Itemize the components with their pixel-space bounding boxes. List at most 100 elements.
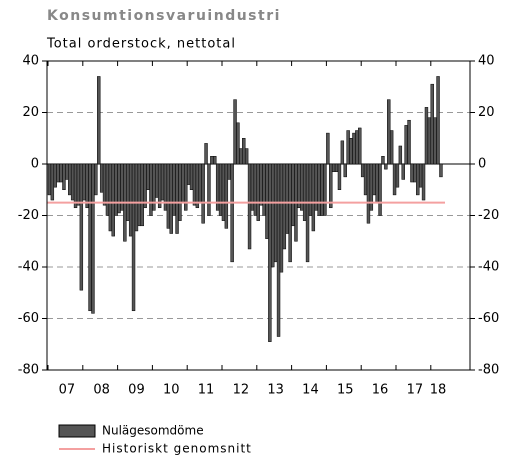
bar xyxy=(387,99,391,165)
bar xyxy=(273,163,278,263)
bar xyxy=(137,163,142,227)
bar xyxy=(360,163,365,178)
bar xyxy=(381,156,385,165)
bar xyxy=(68,163,72,196)
bar xyxy=(56,163,60,183)
bar xyxy=(82,163,86,201)
bar xyxy=(91,163,95,314)
bar xyxy=(288,163,292,263)
bar xyxy=(102,163,107,206)
x-tick-label: 16 xyxy=(372,383,389,398)
bar xyxy=(76,163,81,206)
bar xyxy=(224,163,229,229)
x-tick-label: 11 xyxy=(198,383,215,398)
bar xyxy=(181,163,185,203)
bar xyxy=(131,163,136,312)
bar xyxy=(285,163,289,234)
bar xyxy=(172,163,176,216)
bar xyxy=(192,163,197,206)
bar xyxy=(427,117,432,165)
bar xyxy=(256,163,260,221)
bar xyxy=(186,163,191,185)
bar xyxy=(346,130,350,165)
bar xyxy=(230,163,234,263)
bar xyxy=(189,163,194,190)
y-tick-label: -20 xyxy=(18,208,39,223)
bar xyxy=(70,163,75,201)
bar xyxy=(146,163,150,190)
bar xyxy=(372,163,376,196)
bar xyxy=(99,163,104,193)
bar xyxy=(416,163,420,196)
bar xyxy=(242,138,246,165)
bar xyxy=(276,163,281,337)
y2-tick-label: 0 xyxy=(478,157,486,172)
bar xyxy=(53,163,57,188)
bar xyxy=(413,163,417,183)
bar xyxy=(433,117,437,165)
bar xyxy=(398,145,403,165)
x-tick-label: 08 xyxy=(93,383,110,398)
bar xyxy=(401,163,405,180)
y2-tick-label: -80 xyxy=(478,363,499,378)
bar xyxy=(384,163,388,170)
bar xyxy=(184,163,188,211)
bar xyxy=(201,163,205,224)
bar xyxy=(175,163,179,234)
x-tick-label: 12 xyxy=(233,383,250,398)
bar xyxy=(160,163,165,201)
x-tick-label: 17 xyxy=(407,383,424,398)
bar xyxy=(88,163,92,312)
bar xyxy=(239,148,243,165)
bar xyxy=(349,138,353,165)
bar xyxy=(308,163,313,216)
bar xyxy=(317,163,321,216)
bar xyxy=(358,127,362,165)
bar xyxy=(389,130,394,165)
bar xyxy=(355,130,359,165)
bar xyxy=(218,163,223,216)
bar xyxy=(418,163,423,188)
bar xyxy=(178,163,182,221)
bar xyxy=(169,163,173,234)
bar xyxy=(166,163,171,229)
bar xyxy=(279,163,284,273)
x-tick-label: 07 xyxy=(59,383,76,398)
bar xyxy=(213,156,217,165)
bar xyxy=(94,163,98,196)
bar xyxy=(227,163,231,180)
bar xyxy=(210,156,214,165)
x-tick-label: 18 xyxy=(430,383,447,398)
bar xyxy=(259,163,263,206)
bar xyxy=(329,163,333,209)
bar xyxy=(117,163,121,214)
bar xyxy=(207,163,211,216)
chart-title: Konsumtionsvaruindustri xyxy=(47,8,281,24)
y-tick-label: 40 xyxy=(22,54,39,69)
bar xyxy=(65,163,69,180)
bar xyxy=(85,163,89,209)
bar xyxy=(50,163,55,201)
bar xyxy=(404,125,408,165)
bar xyxy=(320,163,324,216)
bar xyxy=(134,163,139,232)
bar xyxy=(430,83,434,165)
bar xyxy=(424,107,429,165)
legend-label: Historiskt genomsnitt xyxy=(102,442,252,456)
bar xyxy=(366,163,371,224)
bar xyxy=(343,163,347,178)
bar xyxy=(291,163,295,227)
y2-tick-label: -40 xyxy=(478,260,499,275)
bar xyxy=(247,163,252,250)
bar xyxy=(105,163,110,216)
bar xyxy=(297,163,301,209)
bar xyxy=(265,163,269,239)
bar xyxy=(305,163,310,263)
y-tick-label: 0 xyxy=(31,157,39,172)
bar xyxy=(128,163,133,237)
bar xyxy=(59,163,63,183)
bar xyxy=(253,163,258,216)
bar xyxy=(79,163,84,291)
x-tick-label: 13 xyxy=(267,383,284,398)
bar xyxy=(323,163,327,216)
